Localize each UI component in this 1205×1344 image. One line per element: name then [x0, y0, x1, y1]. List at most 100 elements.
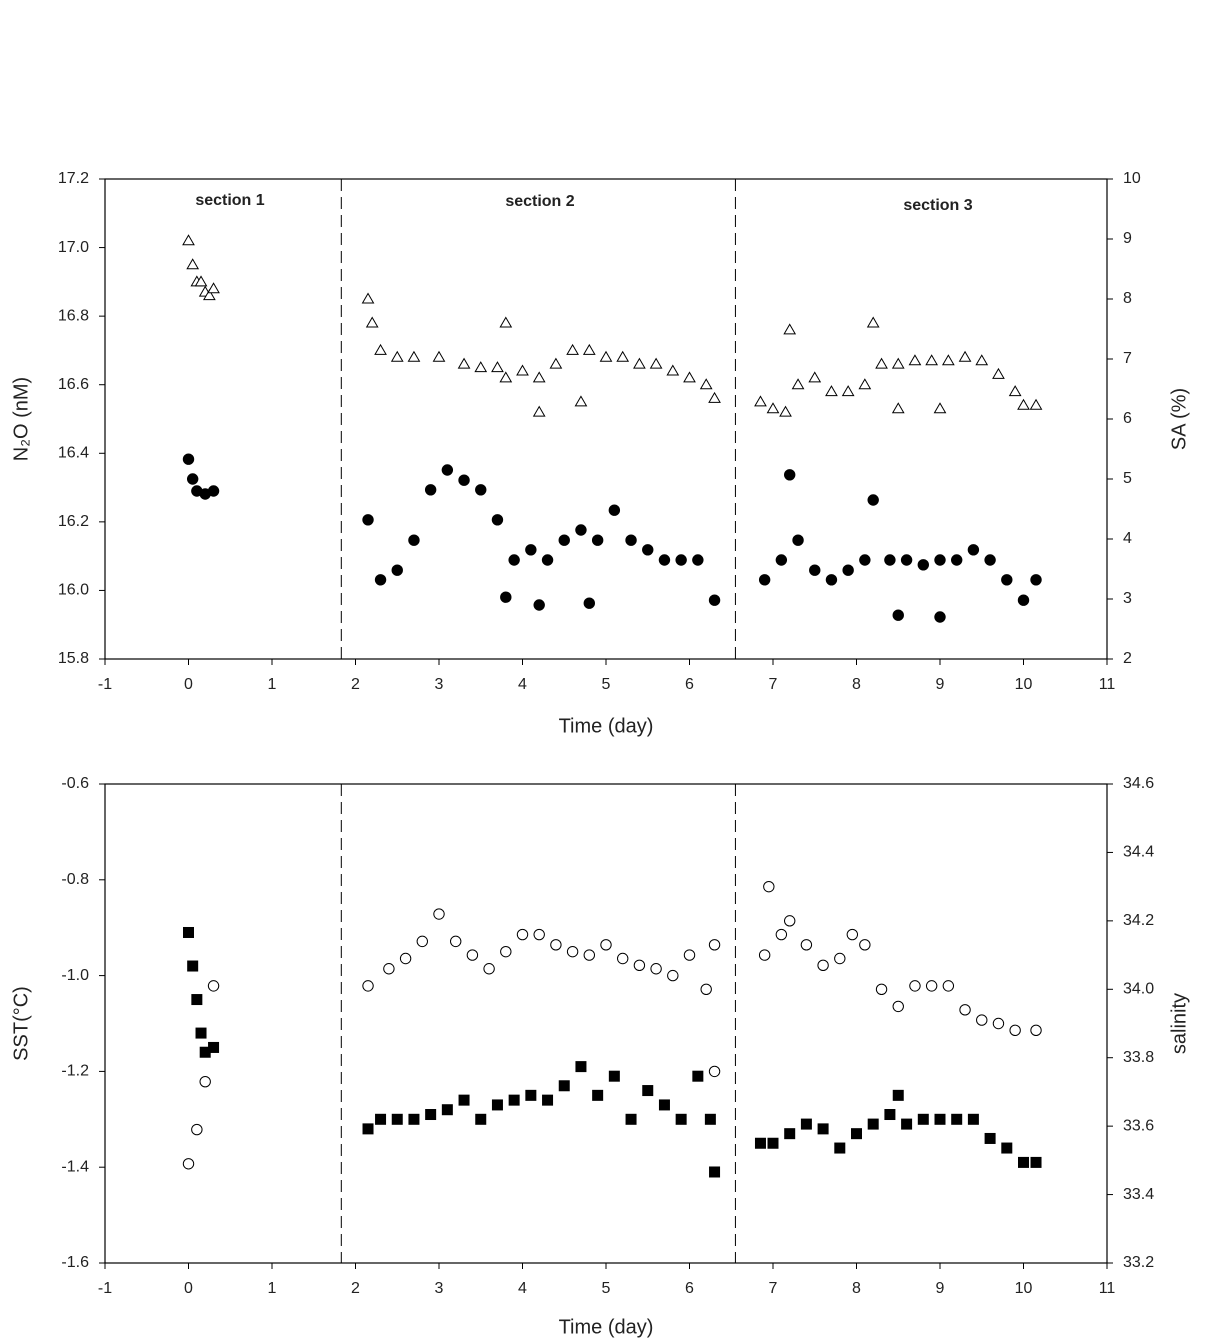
y2-tick-label: 34.6: [1123, 775, 1154, 792]
triangle-point: [891, 402, 905, 414]
x-tick-label: 5: [602, 676, 611, 693]
circle-point: [399, 952, 412, 965]
circle-point: [842, 564, 854, 576]
circle-point: [846, 928, 859, 941]
triangle-point: [616, 350, 630, 362]
circle-point: [934, 611, 946, 623]
circle-point: [942, 980, 955, 992]
x-tick-label: 1: [268, 676, 277, 693]
circle-point: [875, 983, 888, 995]
circle-point: [859, 554, 871, 566]
square-point: [625, 1113, 637, 1125]
triangle-point: [1029, 398, 1043, 410]
circle-point: [591, 534, 604, 546]
y2-tick-label: 10: [1123, 170, 1141, 187]
circle-point: [558, 534, 570, 546]
triangle-point: [203, 289, 216, 301]
circle-point: [859, 939, 871, 951]
y-tick-label: 17.2: [58, 170, 89, 187]
circle-point: [408, 534, 420, 546]
circle-point: [191, 1123, 203, 1136]
triangle-point: [1017, 398, 1030, 410]
square-point: [892, 1089, 904, 1101]
square-point: [195, 1027, 207, 1039]
square-point: [558, 1080, 570, 1092]
circle-point: [500, 945, 512, 958]
y-tick-label: 16.4: [58, 445, 89, 462]
y2-tick-label: 33.2: [1123, 1254, 1154, 1271]
x-tick-label: -1: [98, 676, 112, 693]
y-tick-label: 15.8: [58, 650, 89, 667]
square-point: [391, 1113, 403, 1125]
y2-tick-label: 33.4: [1123, 1186, 1154, 1203]
y2-tick-label: 9: [1123, 230, 1132, 247]
y2-tick-label: 6: [1123, 410, 1132, 427]
square-point: [475, 1113, 487, 1125]
square-point: [642, 1085, 654, 1097]
circle-point: [758, 574, 771, 586]
y-axis-label: N₂O (nM): [10, 377, 32, 461]
triangle-point: [186, 258, 200, 270]
circle-point: [617, 952, 629, 965]
circle-point: [383, 963, 395, 975]
circle-point: [708, 1065, 721, 1078]
triangle-point: [708, 391, 721, 403]
y-tick-label: -1.2: [61, 1063, 89, 1080]
x-tick-label: 2: [351, 1280, 360, 1297]
y-tick-label: -0.6: [61, 775, 89, 792]
circle-point: [817, 959, 829, 972]
circle-point: [834, 952, 846, 965]
circle-point: [516, 928, 529, 941]
circle-point: [1017, 594, 1030, 606]
circle-point: [441, 464, 454, 476]
circle-point: [775, 928, 788, 941]
triangle-point: [499, 371, 513, 383]
circle-point: [683, 949, 696, 961]
circle-point: [466, 949, 479, 961]
x-tick-label: 10: [1015, 676, 1033, 693]
triangle-point: [808, 371, 822, 383]
circle-point: [186, 473, 199, 485]
square-point: [1001, 1142, 1013, 1154]
circle-point: [658, 554, 671, 566]
triangle-point: [499, 316, 513, 328]
circle-point: [650, 963, 662, 975]
circle-point: [500, 591, 512, 603]
circle-point: [967, 544, 980, 556]
circle-point: [951, 554, 963, 566]
x-tick-label: 3: [435, 676, 444, 693]
circle-point: [458, 474, 470, 486]
x-tick-label: 1: [268, 1280, 277, 1297]
circle-point: [917, 559, 929, 571]
triangle-point: [474, 361, 488, 373]
plot-frame: [104, 783, 1108, 1264]
circle-point: [934, 554, 946, 566]
square-point: [575, 1061, 587, 1073]
y2-tick-label: 2: [1123, 650, 1132, 667]
circle-point: [758, 949, 771, 961]
y2-tick-label: 33.6: [1123, 1117, 1154, 1134]
circle-point: [541, 554, 554, 566]
x-tick-label: 7: [769, 1280, 778, 1297]
circle-point: [867, 494, 879, 506]
triangle-point: [194, 275, 208, 287]
square-point: [491, 1099, 503, 1111]
x-tick-label: 6: [685, 676, 694, 693]
triangle-point: [374, 343, 387, 355]
circle-point: [575, 524, 587, 536]
triangle-point: [791, 378, 805, 390]
circle-point: [199, 1075, 211, 1088]
circle-point: [424, 484, 437, 496]
triangle-point: [182, 234, 195, 246]
x-tick-label: 10: [1015, 1280, 1033, 1297]
circle-point: [362, 514, 374, 526]
circle-point: [1030, 1024, 1042, 1037]
square-point: [362, 1123, 374, 1135]
square-point: [608, 1070, 620, 1082]
square-point: [851, 1128, 862, 1140]
x-tick-label: 4: [518, 1280, 527, 1297]
y-tick-label: 16.0: [58, 582, 89, 599]
square-point: [709, 1166, 721, 1178]
circle-point: [525, 544, 537, 556]
